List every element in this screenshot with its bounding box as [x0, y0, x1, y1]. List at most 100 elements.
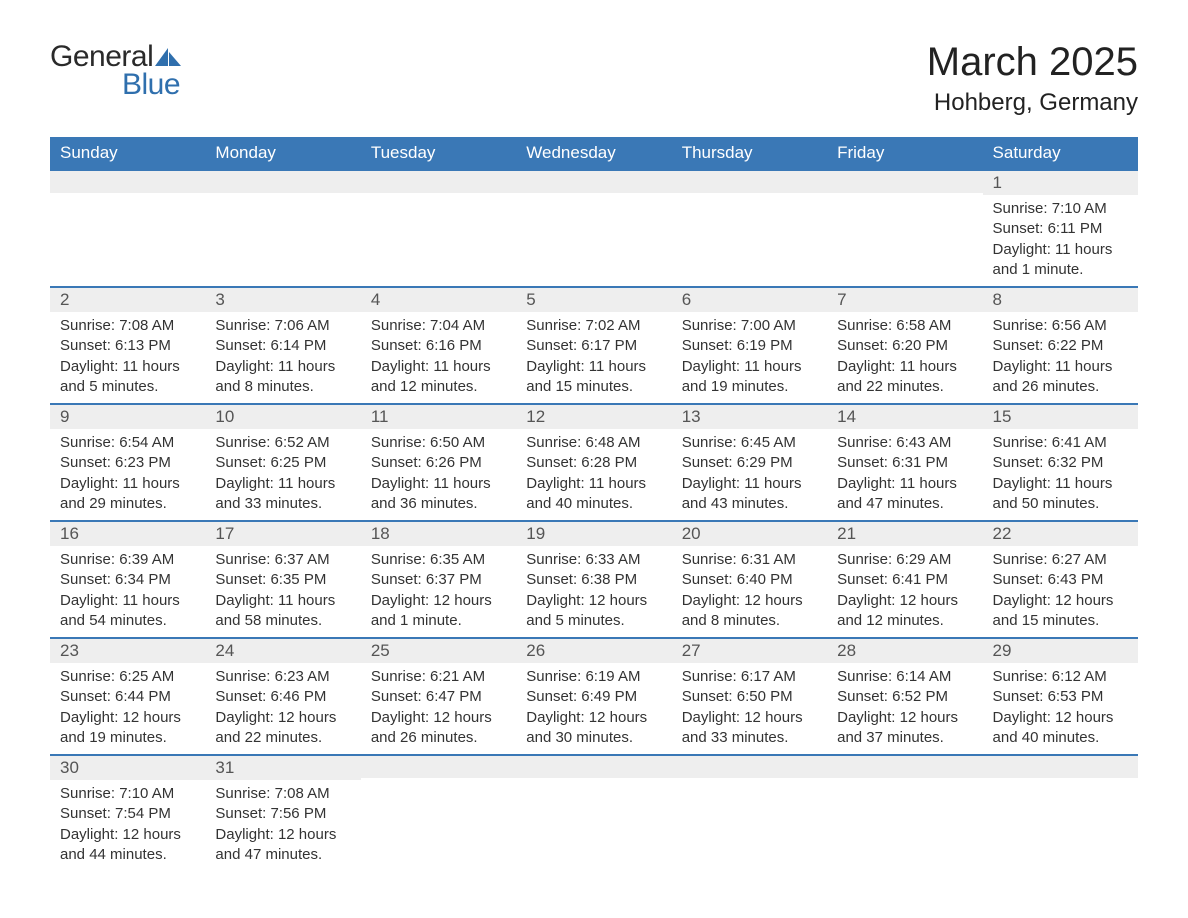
day-number: 30	[50, 756, 205, 780]
sunrise-text: Sunrise: 6:23 AM	[215, 667, 350, 687]
day-cell: 19Sunrise: 6:33 AMSunset: 6:38 PMDayligh…	[516, 521, 671, 638]
sunset-text: Sunset: 6:52 PM	[837, 687, 972, 707]
sunset-text: Sunset: 6:53 PM	[993, 687, 1128, 707]
brand-logo: General Blue	[50, 40, 181, 102]
dow-header: Monday	[205, 137, 360, 170]
day-cell: 27Sunrise: 6:17 AMSunset: 6:50 PMDayligh…	[672, 638, 827, 755]
day-number: 27	[672, 639, 827, 663]
day-number: 11	[361, 405, 516, 429]
sunset-text: Sunset: 6:17 PM	[526, 336, 661, 356]
sunrise-text: Sunrise: 6:19 AM	[526, 667, 661, 687]
day-body: Sunrise: 6:31 AMSunset: 6:40 PMDaylight:…	[672, 546, 827, 637]
sunset-text: Sunset: 6:46 PM	[215, 687, 350, 707]
daylight-text: Daylight: 12 hours and 1 minute.	[371, 591, 506, 632]
sunrise-text: Sunrise: 7:04 AM	[371, 316, 506, 336]
daylight-text: Daylight: 11 hours and 19 minutes.	[682, 357, 817, 398]
day-number: 18	[361, 522, 516, 546]
location-label: Hohberg, Germany	[927, 89, 1138, 117]
day-number	[827, 171, 982, 193]
sunset-text: Sunset: 6:19 PM	[682, 336, 817, 356]
sunrise-text: Sunrise: 6:12 AM	[993, 667, 1128, 687]
sunset-text: Sunset: 7:54 PM	[60, 804, 195, 824]
day-number	[672, 756, 827, 778]
sail-icon	[155, 46, 181, 66]
sunrise-text: Sunrise: 7:00 AM	[682, 316, 817, 336]
day-cell: 18Sunrise: 6:35 AMSunset: 6:37 PMDayligh…	[361, 521, 516, 638]
sunset-text: Sunset: 6:13 PM	[60, 336, 195, 356]
sunset-text: Sunset: 6:38 PM	[526, 570, 661, 590]
day-cell: 26Sunrise: 6:19 AMSunset: 6:49 PMDayligh…	[516, 638, 671, 755]
daylight-text: Daylight: 11 hours and 50 minutes.	[993, 474, 1128, 515]
day-cell: 5Sunrise: 7:02 AMSunset: 6:17 PMDaylight…	[516, 287, 671, 404]
sunset-text: Sunset: 6:35 PM	[215, 570, 350, 590]
daylight-text: Daylight: 11 hours and 26 minutes.	[993, 357, 1128, 398]
daylight-text: Daylight: 12 hours and 40 minutes.	[993, 708, 1128, 749]
sunrise-text: Sunrise: 6:37 AM	[215, 550, 350, 570]
dow-header: Sunday	[50, 137, 205, 170]
sunrise-text: Sunrise: 6:50 AM	[371, 433, 506, 453]
day-body	[516, 778, 671, 798]
day-number: 29	[983, 639, 1138, 663]
day-body: Sunrise: 6:25 AMSunset: 6:44 PMDaylight:…	[50, 663, 205, 754]
day-number: 12	[516, 405, 671, 429]
daylight-text: Daylight: 11 hours and 33 minutes.	[215, 474, 350, 515]
day-body: Sunrise: 7:04 AMSunset: 6:16 PMDaylight:…	[361, 312, 516, 403]
day-body: Sunrise: 6:45 AMSunset: 6:29 PMDaylight:…	[672, 429, 827, 520]
day-body: Sunrise: 7:00 AMSunset: 6:19 PMDaylight:…	[672, 312, 827, 403]
week-row: 9Sunrise: 6:54 AMSunset: 6:23 PMDaylight…	[50, 404, 1138, 521]
sunrise-text: Sunrise: 6:17 AM	[682, 667, 817, 687]
sunrise-text: Sunrise: 6:56 AM	[993, 316, 1128, 336]
day-body: Sunrise: 6:35 AMSunset: 6:37 PMDaylight:…	[361, 546, 516, 637]
daylight-text: Daylight: 12 hours and 26 minutes.	[371, 708, 506, 749]
day-body: Sunrise: 7:08 AMSunset: 7:56 PMDaylight:…	[205, 780, 360, 871]
day-number: 9	[50, 405, 205, 429]
dow-header: Friday	[827, 137, 982, 170]
day-number: 5	[516, 288, 671, 312]
day-cell: 16Sunrise: 6:39 AMSunset: 6:34 PMDayligh…	[50, 521, 205, 638]
sunrise-text: Sunrise: 6:14 AM	[837, 667, 972, 687]
day-body	[516, 193, 671, 213]
day-cell	[983, 755, 1138, 871]
day-cell	[516, 755, 671, 871]
sunset-text: Sunset: 6:41 PM	[837, 570, 972, 590]
day-number: 24	[205, 639, 360, 663]
day-number: 17	[205, 522, 360, 546]
daylight-text: Daylight: 12 hours and 12 minutes.	[837, 591, 972, 632]
daylight-text: Daylight: 11 hours and 40 minutes.	[526, 474, 661, 515]
day-number	[516, 171, 671, 193]
day-cell: 10Sunrise: 6:52 AMSunset: 6:25 PMDayligh…	[205, 404, 360, 521]
sunrise-text: Sunrise: 6:54 AM	[60, 433, 195, 453]
sunrise-text: Sunrise: 7:10 AM	[60, 784, 195, 804]
day-number: 14	[827, 405, 982, 429]
day-cell: 30Sunrise: 7:10 AMSunset: 7:54 PMDayligh…	[50, 755, 205, 871]
week-row: 30Sunrise: 7:10 AMSunset: 7:54 PMDayligh…	[50, 755, 1138, 871]
day-cell: 14Sunrise: 6:43 AMSunset: 6:31 PMDayligh…	[827, 404, 982, 521]
day-cell	[672, 755, 827, 871]
day-body: Sunrise: 6:58 AMSunset: 6:20 PMDaylight:…	[827, 312, 982, 403]
day-number: 6	[672, 288, 827, 312]
sunrise-text: Sunrise: 6:48 AM	[526, 433, 661, 453]
day-body: Sunrise: 6:39 AMSunset: 6:34 PMDaylight:…	[50, 546, 205, 637]
day-cell: 24Sunrise: 6:23 AMSunset: 6:46 PMDayligh…	[205, 638, 360, 755]
sunset-text: Sunset: 6:22 PM	[993, 336, 1128, 356]
daylight-text: Daylight: 12 hours and 15 minutes.	[993, 591, 1128, 632]
day-number: 4	[361, 288, 516, 312]
day-body: Sunrise: 6:43 AMSunset: 6:31 PMDaylight:…	[827, 429, 982, 520]
day-cell	[361, 170, 516, 287]
daylight-text: Daylight: 11 hours and 8 minutes.	[215, 357, 350, 398]
dow-header: Wednesday	[516, 137, 671, 170]
daylight-text: Daylight: 11 hours and 22 minutes.	[837, 357, 972, 398]
day-body	[361, 778, 516, 798]
daylight-text: Daylight: 11 hours and 15 minutes.	[526, 357, 661, 398]
day-cell: 21Sunrise: 6:29 AMSunset: 6:41 PMDayligh…	[827, 521, 982, 638]
day-cell: 3Sunrise: 7:06 AMSunset: 6:14 PMDaylight…	[205, 287, 360, 404]
sunset-text: Sunset: 6:20 PM	[837, 336, 972, 356]
day-body: Sunrise: 6:37 AMSunset: 6:35 PMDaylight:…	[205, 546, 360, 637]
sunset-text: Sunset: 6:40 PM	[682, 570, 817, 590]
day-body: Sunrise: 6:41 AMSunset: 6:32 PMDaylight:…	[983, 429, 1138, 520]
day-number: 28	[827, 639, 982, 663]
sunrise-text: Sunrise: 6:35 AM	[371, 550, 506, 570]
day-number: 23	[50, 639, 205, 663]
day-cell: 20Sunrise: 6:31 AMSunset: 6:40 PMDayligh…	[672, 521, 827, 638]
day-body	[672, 193, 827, 213]
